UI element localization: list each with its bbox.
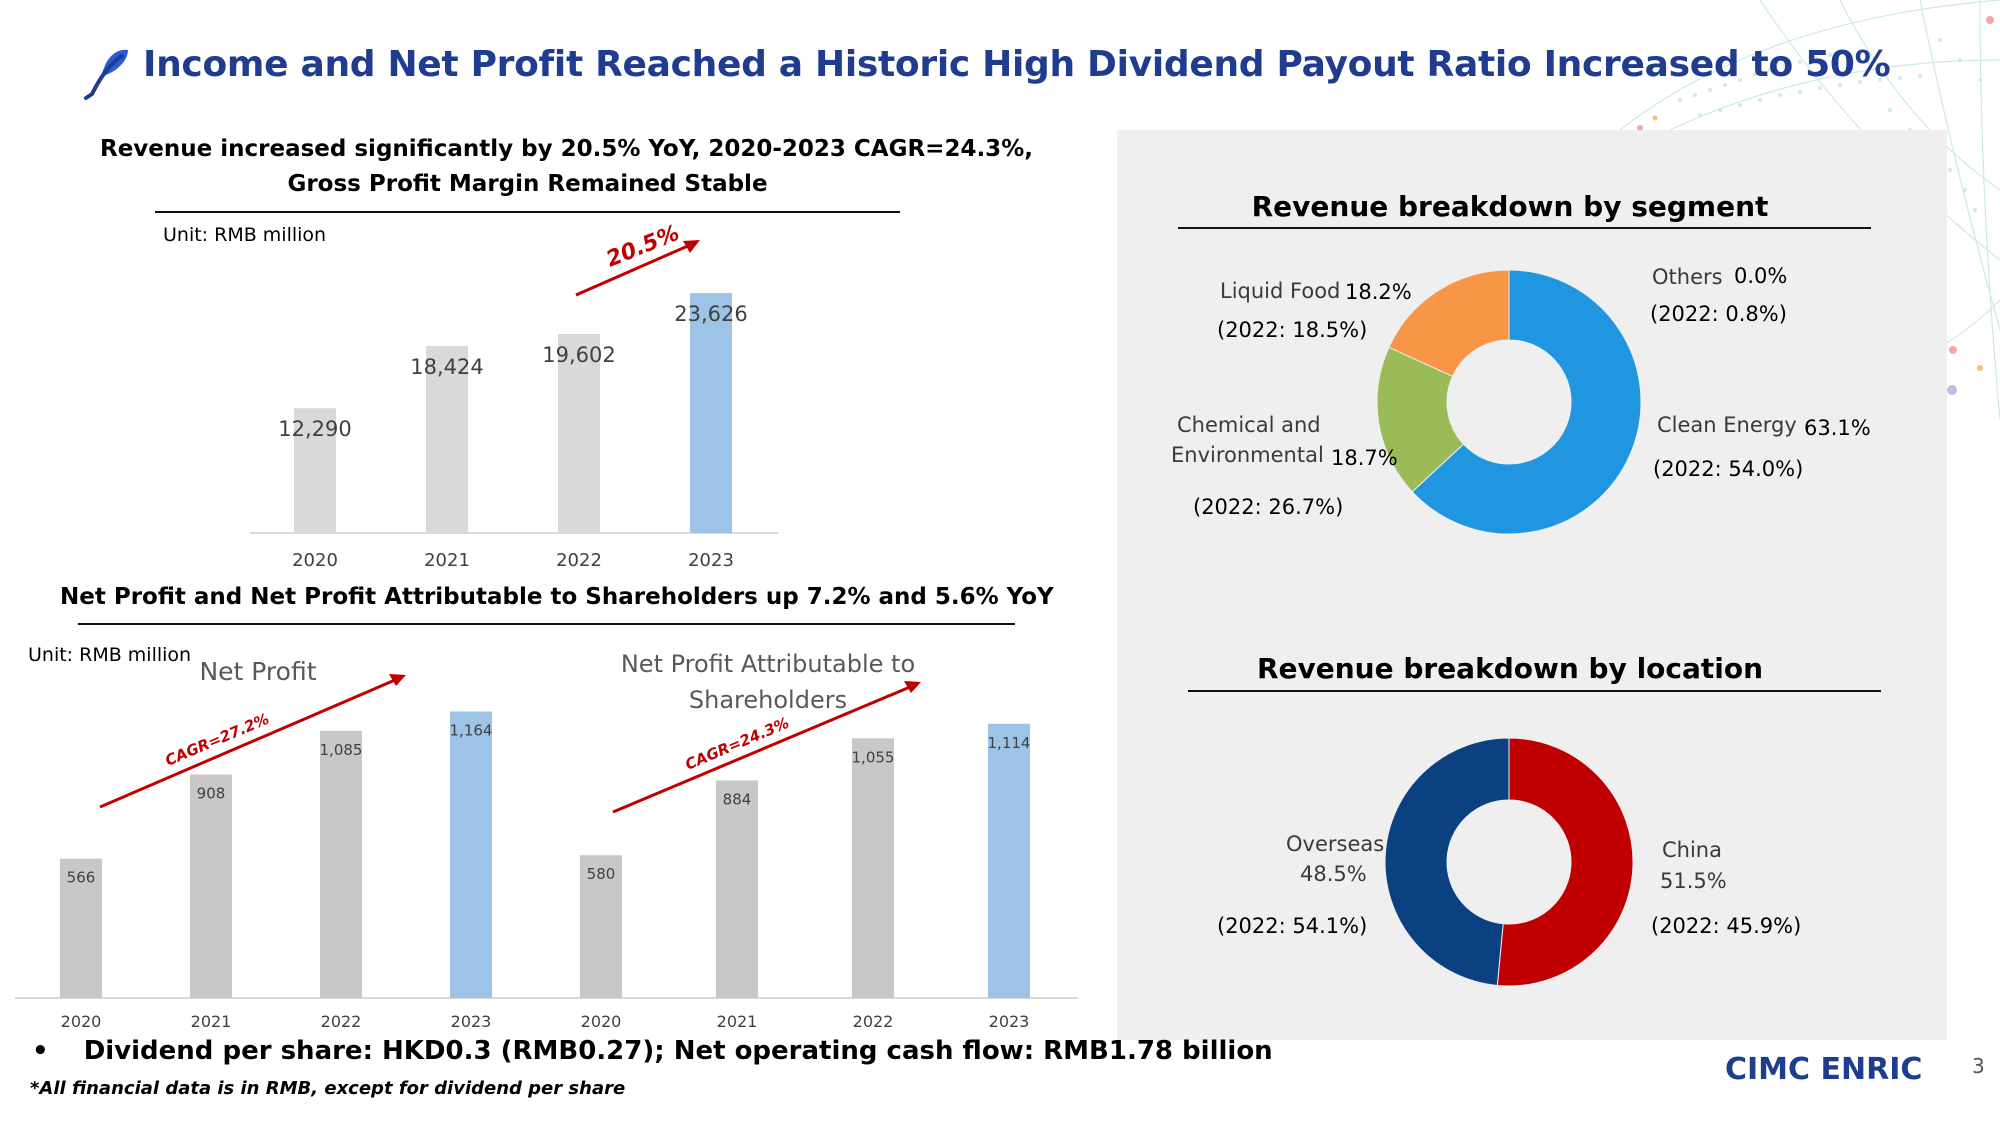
revenue-heading-line1: Revenue increased significantly by 20.5%… — [100, 136, 1033, 162]
chemical-label-line2: Environmental — [1171, 443, 1324, 467]
net-profit-bar-2020 — [60, 858, 102, 998]
net-profit-attrib-category-label-2021: 2021 — [717, 1012, 758, 1031]
npa-cagr-arrowhead — [904, 681, 921, 693]
growth-arrow — [575, 243, 691, 297]
chemical-label-line1: Chemical and — [1177, 413, 1321, 437]
net-profit-attrib-bar-2022 — [852, 738, 894, 998]
net-profit-attrib-category-label-2022: 2022 — [853, 1012, 894, 1031]
liquid-food-pct: 18.2% — [1345, 280, 1412, 304]
bullet-glyph: • — [32, 1036, 49, 1066]
segment-slice-chemical-and-environmental — [1377, 346, 1465, 493]
profit-heading-rule — [78, 623, 1015, 625]
clean-energy-prev: (2022: 54.0%) — [1653, 457, 1804, 481]
overseas-pct: 48.5% — [1300, 862, 1367, 886]
revenue-value-label-2021: 18,424 — [410, 355, 483, 379]
dividend-bullet: • Dividend per share: HKD0.3 (RMB0.27); … — [32, 1036, 1273, 1066]
revenue-bar-2021 — [426, 345, 468, 533]
net-profit-bar-2021 — [190, 774, 232, 998]
liquid-food-label: Liquid Food — [1220, 279, 1341, 303]
net-profit-attrib-value-label-2022: 1,055 — [852, 748, 895, 766]
revenue-value-label-2023: 23,626 — [674, 302, 747, 326]
profit-bar-charts: Net Profit Net Profit Attributable to Sh… — [15, 650, 1078, 1031]
npa-cagr-arrow — [612, 685, 911, 814]
net-profit-attrib-value-label-2021: 884 — [723, 790, 752, 808]
net-profit-category-label-2021: 2021 — [191, 1012, 232, 1031]
revenue-heading-line2: Gross Profit Margin Remained Stable — [287, 171, 768, 197]
revenue-bar-chart: 12,290 2020 18,424 2021 19,602 2022 23,626 2023… — [250, 221, 778, 571]
clean-energy-pct: 63.1% — [1804, 416, 1871, 440]
revenue-value-label-2020: 12,290 — [278, 417, 351, 441]
revenue-value-label-2022: 19,602 — [542, 343, 615, 367]
net-profit-bar-2022 — [320, 730, 362, 998]
overseas-label: Overseas — [1286, 832, 1385, 856]
revenue-category-label-2023: 2023 — [688, 550, 734, 571]
overseas-prev: (2022: 54.1%) — [1217, 914, 1368, 938]
liquid-food-prev: (2022: 18.5%) — [1217, 318, 1368, 342]
net-profit-category-label-2020: 2020 — [61, 1012, 102, 1031]
net-profit-attrib-bar-2021 — [716, 780, 758, 998]
segment-donut-chart — [1377, 270, 1641, 534]
location-donut-chart — [1385, 738, 1633, 986]
net-profit-value-label-2022: 1,085 — [320, 741, 363, 759]
net-profit-attrib-value-label-2020: 580 — [587, 865, 616, 883]
np-cagr-arrowhead — [389, 674, 406, 686]
net-profit-category-label-2023: 2023 — [451, 1012, 492, 1031]
revenue-bar-2020 — [294, 408, 336, 533]
revenue-bar-2022 — [558, 333, 600, 533]
dividend-text: Dividend per share: HKD0.3 (RMB0.27); Ne… — [83, 1036, 1273, 1066]
net-profit-bar-2023 — [450, 711, 492, 998]
clean-energy-label: Clean Energy — [1657, 413, 1797, 437]
net-profit-attrib-value-label-2023: 1,114 — [988, 734, 1031, 752]
location-heading-rule — [1188, 690, 1881, 692]
net-profit-attrib-category-label-2023: 2023 — [989, 1012, 1030, 1031]
revenue-category-label-2021: 2021 — [424, 550, 470, 571]
revenue-category-label-2022: 2022 — [556, 550, 602, 571]
location-heading: Revenue breakdown by location — [1256, 652, 1764, 685]
segment-slice-liquid-food — [1388, 270, 1510, 377]
segment-heading: Revenue breakdown by segment — [1251, 190, 1769, 223]
chemical-pct: 18.7% — [1331, 446, 1398, 470]
china-pct: 51.5% — [1660, 869, 1727, 893]
net-profit-chart-title: Net Profit — [199, 657, 316, 686]
page-title: Income and Net Profit Reached a Historic… — [143, 44, 1891, 85]
profit-unit: Unit: RMB million — [28, 644, 192, 666]
footnote: *All financial data is in RMB, except fo… — [30, 1078, 626, 1099]
revenue-category-label-2020: 2020 — [292, 550, 338, 571]
revenue-bar-2023 — [690, 293, 732, 533]
attrib-chart-title-line1: Net Profit Attributable to — [621, 650, 915, 678]
profit-heading: Net Profit and Net Profit Attributable t… — [60, 584, 1054, 610]
others-prev: (2022: 0.8%) — [1650, 302, 1787, 326]
segment-heading-rule — [1178, 227, 1871, 229]
revenue-heading-rule — [155, 211, 900, 213]
net-profit-value-label-2023: 1,164 — [450, 721, 493, 739]
location-slice-china — [1496, 738, 1633, 986]
net-profit-category-label-2022: 2022 — [321, 1012, 362, 1031]
china-label: China — [1662, 838, 1722, 862]
attrib-chart-title-line2: Shareholders — [689, 686, 847, 714]
others-pct: 0.0% — [1734, 264, 1788, 288]
china-prev: (2022: 45.9%) — [1651, 914, 1802, 938]
net-profit-attrib-bar-2023 — [988, 723, 1030, 998]
revenue-unit: Unit: RMB million — [163, 224, 327, 246]
company-logo: CIMC ENRIC — [1725, 1052, 1923, 1087]
growth-arrowhead — [683, 240, 700, 253]
net-profit-attrib-bar-2020 — [580, 855, 622, 998]
segment-slice-clean-energy — [1411, 270, 1641, 534]
location-slice-overseas — [1385, 738, 1510, 986]
net-profit-attrib-category-label-2020: 2020 — [581, 1012, 622, 1031]
net-profit-value-label-2021: 908 — [197, 784, 226, 802]
quill-icon — [84, 49, 128, 100]
page-number: 3 — [1972, 1054, 1985, 1078]
net-profit-value-label-2020: 566 — [67, 869, 96, 887]
others-label: Others — [1652, 265, 1723, 289]
chemical-prev: (2022: 26.7%) — [1193, 495, 1344, 519]
np-cagr-arrow — [99, 678, 396, 809]
